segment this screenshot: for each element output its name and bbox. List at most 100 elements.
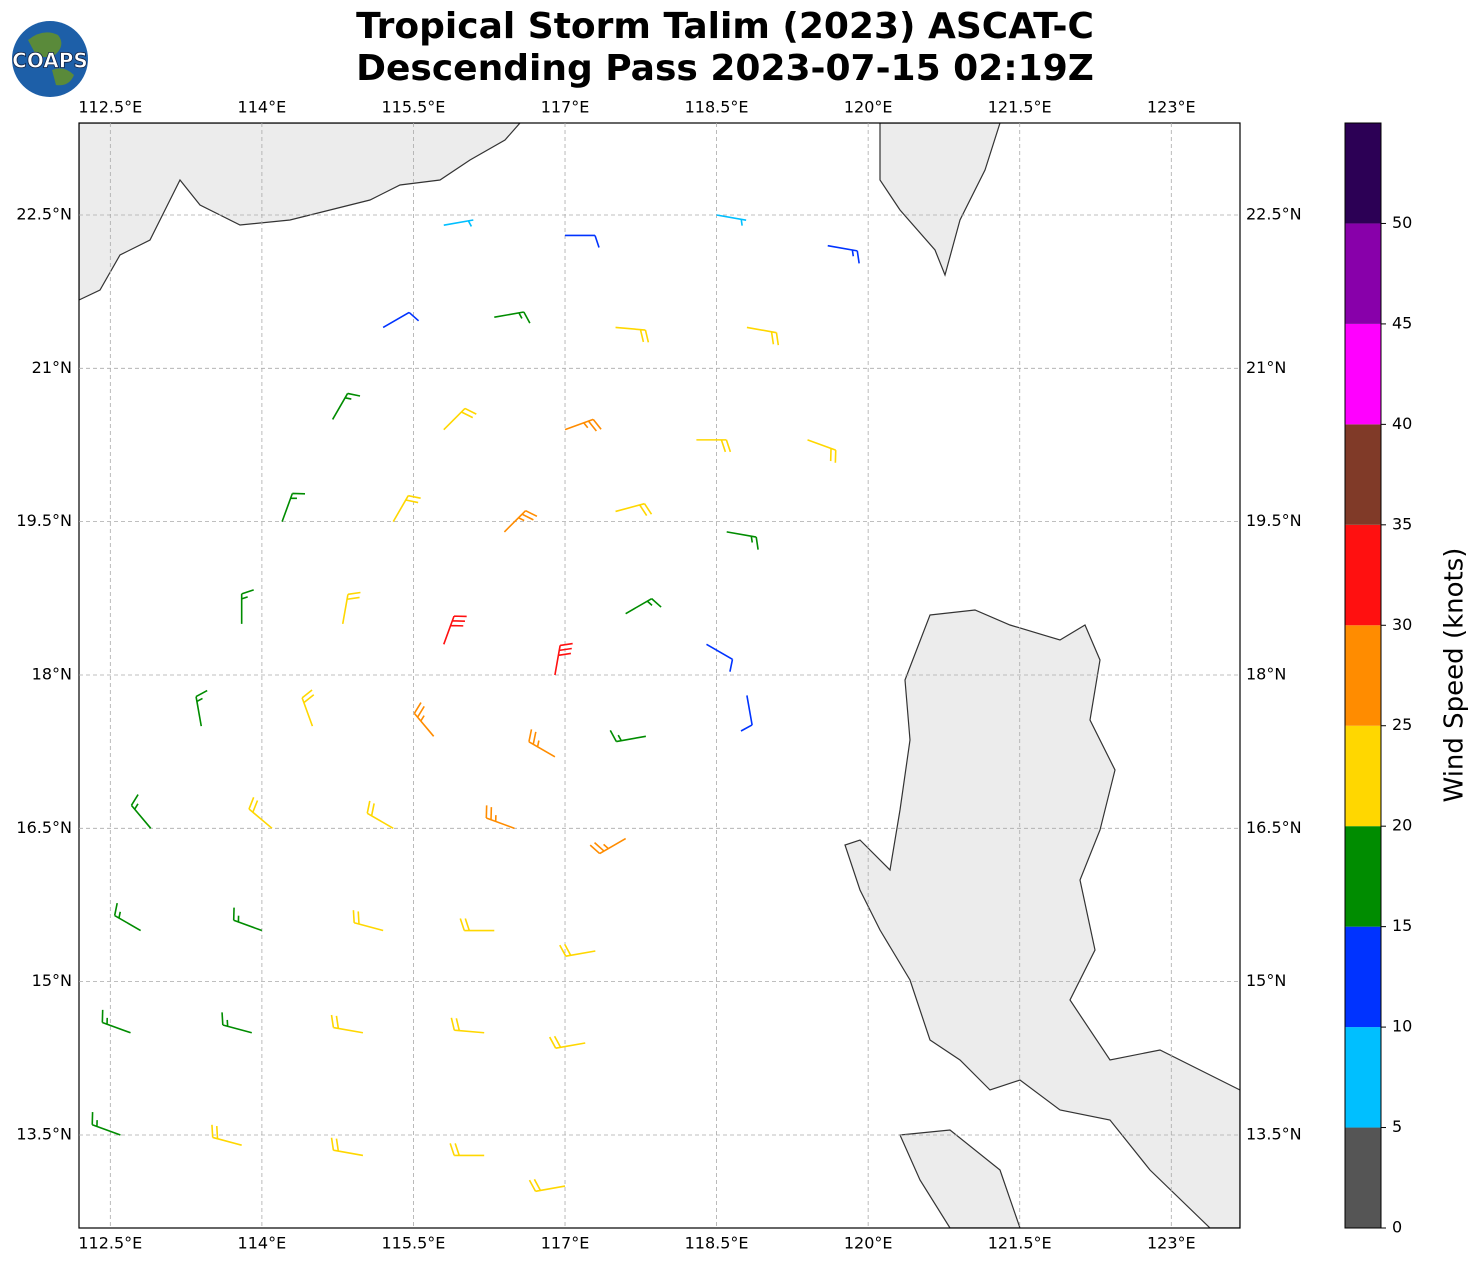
colorbar-tick-label: 10 <box>1392 1017 1412 1036</box>
wind-barb <box>696 439 732 453</box>
wind-barb <box>589 837 627 855</box>
wind-barb <box>331 392 361 420</box>
y-tick-label: 18°N <box>1246 664 1286 683</box>
x-tick-label: 114°E <box>238 1234 287 1253</box>
title-line-1: Tropical Storm Talim (2023) ASCAT-C <box>356 6 1094 47</box>
wind-barb <box>443 219 474 227</box>
wind-barb <box>195 689 208 727</box>
colorbar-segment <box>1345 323 1381 425</box>
y-tick-label: 15°N <box>32 971 72 990</box>
wind-barb <box>240 589 254 624</box>
wind-barb <box>528 729 556 758</box>
wind-barb <box>366 800 394 830</box>
luzon <box>844 609 1240 1228</box>
colorbar-tick-label: 5 <box>1392 1117 1402 1136</box>
x-tick-label: 121.5°E <box>988 1234 1052 1253</box>
y-tick-label: 13.5°N <box>1246 1124 1302 1143</box>
logo: COAPS <box>12 21 88 97</box>
y-tick-label: 16.5°N <box>1246 818 1302 837</box>
wind-barb <box>548 1035 586 1049</box>
colorbar-tick-label: 50 <box>1392 213 1412 232</box>
wind-barb <box>615 326 650 343</box>
wind-barb <box>716 214 747 226</box>
title-line-2: Descending Pass 2023-07-15 02:19Z <box>356 48 1094 89</box>
x-tick-label: 118.5°E <box>685 98 749 117</box>
colorbar-segment <box>1345 1027 1381 1128</box>
x-tick-label: 118.5°E <box>685 1234 749 1253</box>
y-tick-label: 19.5°N <box>16 511 72 530</box>
y-tick-label: 13.5°N <box>16 1124 72 1143</box>
wind-barb <box>485 805 515 830</box>
wind-barb <box>392 494 421 523</box>
y-tick-label: 16.5°N <box>16 818 72 837</box>
wind-barb <box>382 311 420 329</box>
taiwan <box>879 123 1001 277</box>
wind-barb <box>740 695 753 732</box>
x-tick-label: 117°E <box>541 1234 590 1253</box>
wind-barb <box>554 642 573 676</box>
x-tick-label: 120°E <box>844 98 893 117</box>
logo-land <box>28 32 74 86</box>
colorbar-segment <box>1345 223 1381 324</box>
wind-barb <box>281 492 306 522</box>
colorbar-tick-label: 35 <box>1392 514 1412 533</box>
y-tick-label: 15°N <box>1246 971 1286 990</box>
x-tick-label: 120°E <box>844 1234 893 1253</box>
y-tick-label: 18°N <box>32 664 72 683</box>
colorbar-segment <box>1345 424 1381 525</box>
wind-barb <box>330 1137 364 1157</box>
colorbar-segment <box>1345 826 1381 927</box>
china-coast <box>79 123 521 301</box>
colorbar-tick-label: 40 <box>1392 414 1412 433</box>
y-tick-label: 22.5°N <box>16 204 72 223</box>
colorbar-segment <box>1345 625 1381 726</box>
wind-barb <box>746 326 780 346</box>
wind-barb <box>330 1014 364 1034</box>
x-tick-label: 117°E <box>541 98 590 117</box>
wind-barb <box>503 509 538 533</box>
wind-barb <box>101 1009 131 1034</box>
wind-barb <box>450 1017 485 1034</box>
wind-barb <box>221 1012 252 1034</box>
wind-barb <box>301 689 315 727</box>
colorbar-label: Wind Speed (knots) <box>1440 548 1470 803</box>
wind-barb <box>232 907 263 932</box>
land-layer <box>79 123 1240 1228</box>
wind-barb <box>559 943 596 957</box>
x-tick-label: 123°E <box>1147 98 1196 117</box>
colorbar-tick-label: 20 <box>1392 816 1412 835</box>
colorbar-segment <box>1345 926 1381 1028</box>
wind-barb <box>248 796 273 829</box>
colorbar-tick-label: 0 <box>1392 1218 1402 1237</box>
wind-barb <box>449 1143 485 1157</box>
mindoro <box>899 1129 1021 1228</box>
wind-barb <box>113 902 142 932</box>
colorbar-tick-label: 15 <box>1392 916 1412 935</box>
wind-barb <box>91 1112 121 1136</box>
wind-barb <box>564 418 602 432</box>
wind-barb <box>494 311 531 324</box>
y-tick-label: 21°N <box>32 358 72 377</box>
y-tick-label: 21°N <box>1246 358 1286 377</box>
wind-barb <box>807 439 837 463</box>
colorbar-segment <box>1345 1127 1381 1228</box>
colorbar-segment <box>1345 524 1381 626</box>
colorbar-tick-label: 45 <box>1392 313 1412 332</box>
wind-barb <box>706 643 734 672</box>
wind-barb <box>211 1124 242 1146</box>
y-tick-label: 19.5°N <box>1246 511 1302 530</box>
colorbar-tick-label: 25 <box>1392 715 1412 734</box>
x-tick-label: 112.5°E <box>78 98 142 117</box>
wind-barb <box>528 1178 566 1193</box>
x-tick-label: 112.5°E <box>78 1234 142 1253</box>
wind-barb <box>827 244 860 264</box>
wind-barb <box>443 615 467 645</box>
x-tick-label: 115.5°E <box>381 98 445 117</box>
wind-barb <box>459 918 495 932</box>
wind-barb <box>565 234 600 248</box>
wind-barb <box>341 591 361 625</box>
x-tick-label: 115.5°E <box>381 1234 445 1253</box>
x-tick-label: 114°E <box>238 98 287 117</box>
colorbar-segment <box>1345 725 1381 827</box>
